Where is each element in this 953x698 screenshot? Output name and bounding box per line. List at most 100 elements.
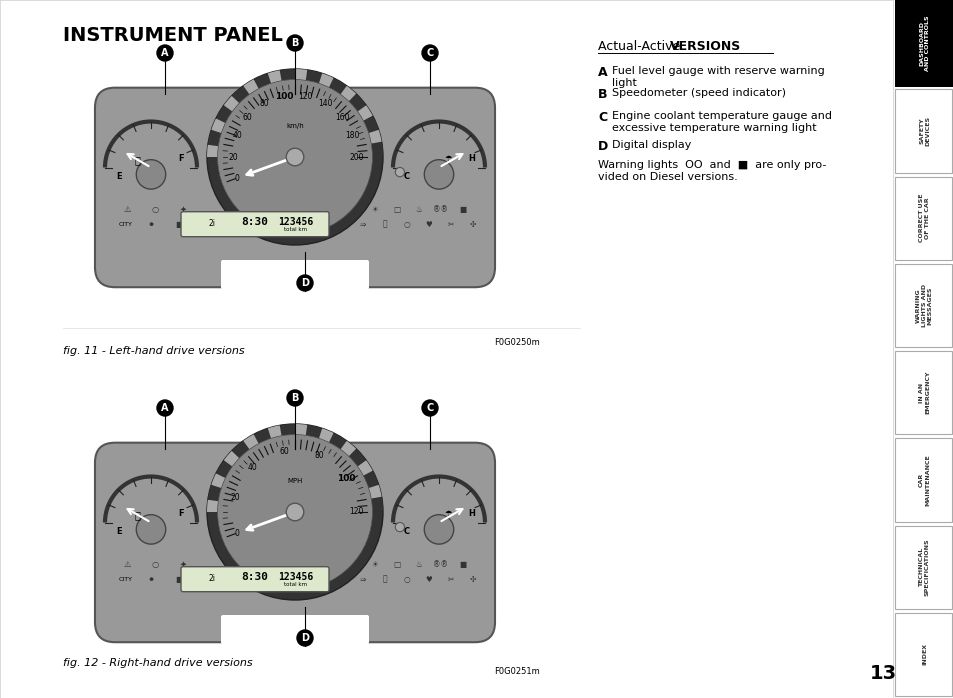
Text: A: A bbox=[161, 403, 169, 413]
Wedge shape bbox=[350, 95, 365, 110]
Wedge shape bbox=[243, 80, 258, 94]
Text: km/h: km/h bbox=[286, 124, 304, 129]
Bar bbox=[894, 613, 951, 696]
Wedge shape bbox=[208, 487, 221, 500]
Text: A: A bbox=[161, 48, 169, 58]
Wedge shape bbox=[207, 500, 218, 512]
Text: Actual-Active: Actual-Active bbox=[598, 40, 683, 53]
Circle shape bbox=[424, 160, 454, 189]
Text: fig. 11 - Left-hand drive versions: fig. 11 - Left-hand drive versions bbox=[63, 346, 244, 356]
Text: ✂: ✂ bbox=[447, 220, 454, 229]
Text: ■: ■ bbox=[175, 220, 183, 229]
Text: ⚠: ⚠ bbox=[123, 560, 131, 569]
Circle shape bbox=[207, 69, 382, 245]
Circle shape bbox=[287, 35, 303, 51]
Circle shape bbox=[157, 45, 172, 61]
Wedge shape bbox=[307, 70, 320, 83]
Wedge shape bbox=[294, 69, 307, 80]
Text: E: E bbox=[116, 172, 121, 181]
Text: H: H bbox=[467, 154, 475, 163]
Wedge shape bbox=[330, 79, 345, 94]
Wedge shape bbox=[371, 143, 382, 156]
Wedge shape bbox=[254, 74, 270, 88]
Wedge shape bbox=[281, 69, 294, 80]
Text: CAR
MAINTENANCE: CAR MAINTENANCE bbox=[918, 454, 929, 506]
Text: D: D bbox=[598, 140, 608, 153]
Text: B: B bbox=[598, 88, 607, 101]
Wedge shape bbox=[281, 424, 294, 436]
Text: 40: 40 bbox=[232, 131, 242, 140]
Bar bbox=[894, 351, 951, 434]
Text: ↵: ↵ bbox=[203, 220, 211, 229]
Text: Digital display: Digital display bbox=[612, 140, 691, 150]
Text: ♥: ♥ bbox=[425, 220, 432, 229]
Text: ⭐: ⭐ bbox=[382, 574, 387, 584]
Text: ■: ■ bbox=[459, 205, 466, 214]
Circle shape bbox=[217, 80, 372, 235]
Text: 123456: 123456 bbox=[277, 217, 313, 227]
FancyBboxPatch shape bbox=[221, 615, 369, 644]
Wedge shape bbox=[224, 451, 239, 466]
Text: ♨: ♨ bbox=[416, 205, 422, 214]
Text: Fuel level gauge with reserve warning
light: Fuel level gauge with reserve warning li… bbox=[612, 66, 824, 88]
Wedge shape bbox=[208, 131, 221, 145]
Bar bbox=[894, 438, 951, 521]
Circle shape bbox=[136, 160, 166, 189]
Text: 0: 0 bbox=[234, 174, 239, 183]
Wedge shape bbox=[364, 117, 377, 132]
Text: DASHBOARD
AND CONTROLS: DASHBOARD AND CONTROLS bbox=[918, 16, 929, 71]
Text: 123456: 123456 bbox=[277, 572, 313, 582]
Bar bbox=[894, 89, 951, 172]
Text: ☂: ☂ bbox=[444, 509, 452, 518]
FancyBboxPatch shape bbox=[181, 211, 329, 237]
Bar bbox=[894, 177, 951, 260]
Wedge shape bbox=[224, 96, 239, 112]
Wedge shape bbox=[371, 498, 382, 511]
Circle shape bbox=[296, 630, 313, 646]
Circle shape bbox=[217, 435, 372, 589]
Circle shape bbox=[421, 400, 437, 416]
Text: ⚫: ⚫ bbox=[148, 574, 154, 584]
Circle shape bbox=[287, 390, 303, 406]
Text: ○: ○ bbox=[152, 205, 158, 214]
Text: F0G0250m: F0G0250m bbox=[494, 338, 539, 347]
Text: F0G0251m: F0G0251m bbox=[494, 667, 539, 676]
Wedge shape bbox=[307, 425, 320, 438]
Wedge shape bbox=[357, 105, 373, 121]
Text: VERSIONS: VERSIONS bbox=[669, 40, 740, 53]
Text: ⛽: ⛽ bbox=[134, 511, 140, 521]
Text: ®®: ®® bbox=[433, 205, 448, 214]
Text: 160: 160 bbox=[335, 113, 349, 122]
Text: B: B bbox=[291, 38, 298, 48]
Text: Engine coolant temperature gauge and
excessive temperature warning light: Engine coolant temperature gauge and exc… bbox=[612, 111, 831, 133]
Wedge shape bbox=[216, 461, 232, 477]
Bar bbox=[894, 0, 953, 87]
Text: C: C bbox=[426, 403, 434, 413]
Text: 200: 200 bbox=[349, 152, 363, 161]
Text: 8:30: 8:30 bbox=[241, 572, 268, 582]
Text: 120: 120 bbox=[298, 92, 313, 101]
Wedge shape bbox=[364, 472, 377, 487]
Text: ✦: ✦ bbox=[179, 560, 186, 569]
Text: ⚫: ⚫ bbox=[148, 220, 154, 229]
Circle shape bbox=[157, 400, 172, 416]
Circle shape bbox=[286, 503, 303, 521]
Text: SAFETY
DEVICES: SAFETY DEVICES bbox=[918, 116, 929, 146]
Circle shape bbox=[296, 275, 313, 291]
Bar bbox=[894, 264, 951, 347]
FancyBboxPatch shape bbox=[181, 567, 329, 592]
Text: ○: ○ bbox=[403, 574, 410, 584]
Text: Speedometer (speed indicator): Speedometer (speed indicator) bbox=[612, 88, 785, 98]
Text: INSTRUMENT PANEL: INSTRUMENT PANEL bbox=[63, 26, 283, 45]
Text: 2ⅰ: 2ⅰ bbox=[208, 218, 215, 228]
Wedge shape bbox=[318, 73, 334, 87]
Circle shape bbox=[136, 514, 166, 544]
Text: E: E bbox=[116, 527, 121, 536]
Text: CITY: CITY bbox=[119, 222, 132, 227]
Text: INDEX: INDEX bbox=[921, 644, 926, 665]
Text: ⚠: ⚠ bbox=[123, 205, 131, 214]
Wedge shape bbox=[340, 86, 355, 101]
Wedge shape bbox=[330, 433, 345, 449]
Text: ☂: ☂ bbox=[444, 154, 452, 163]
Circle shape bbox=[421, 45, 437, 61]
